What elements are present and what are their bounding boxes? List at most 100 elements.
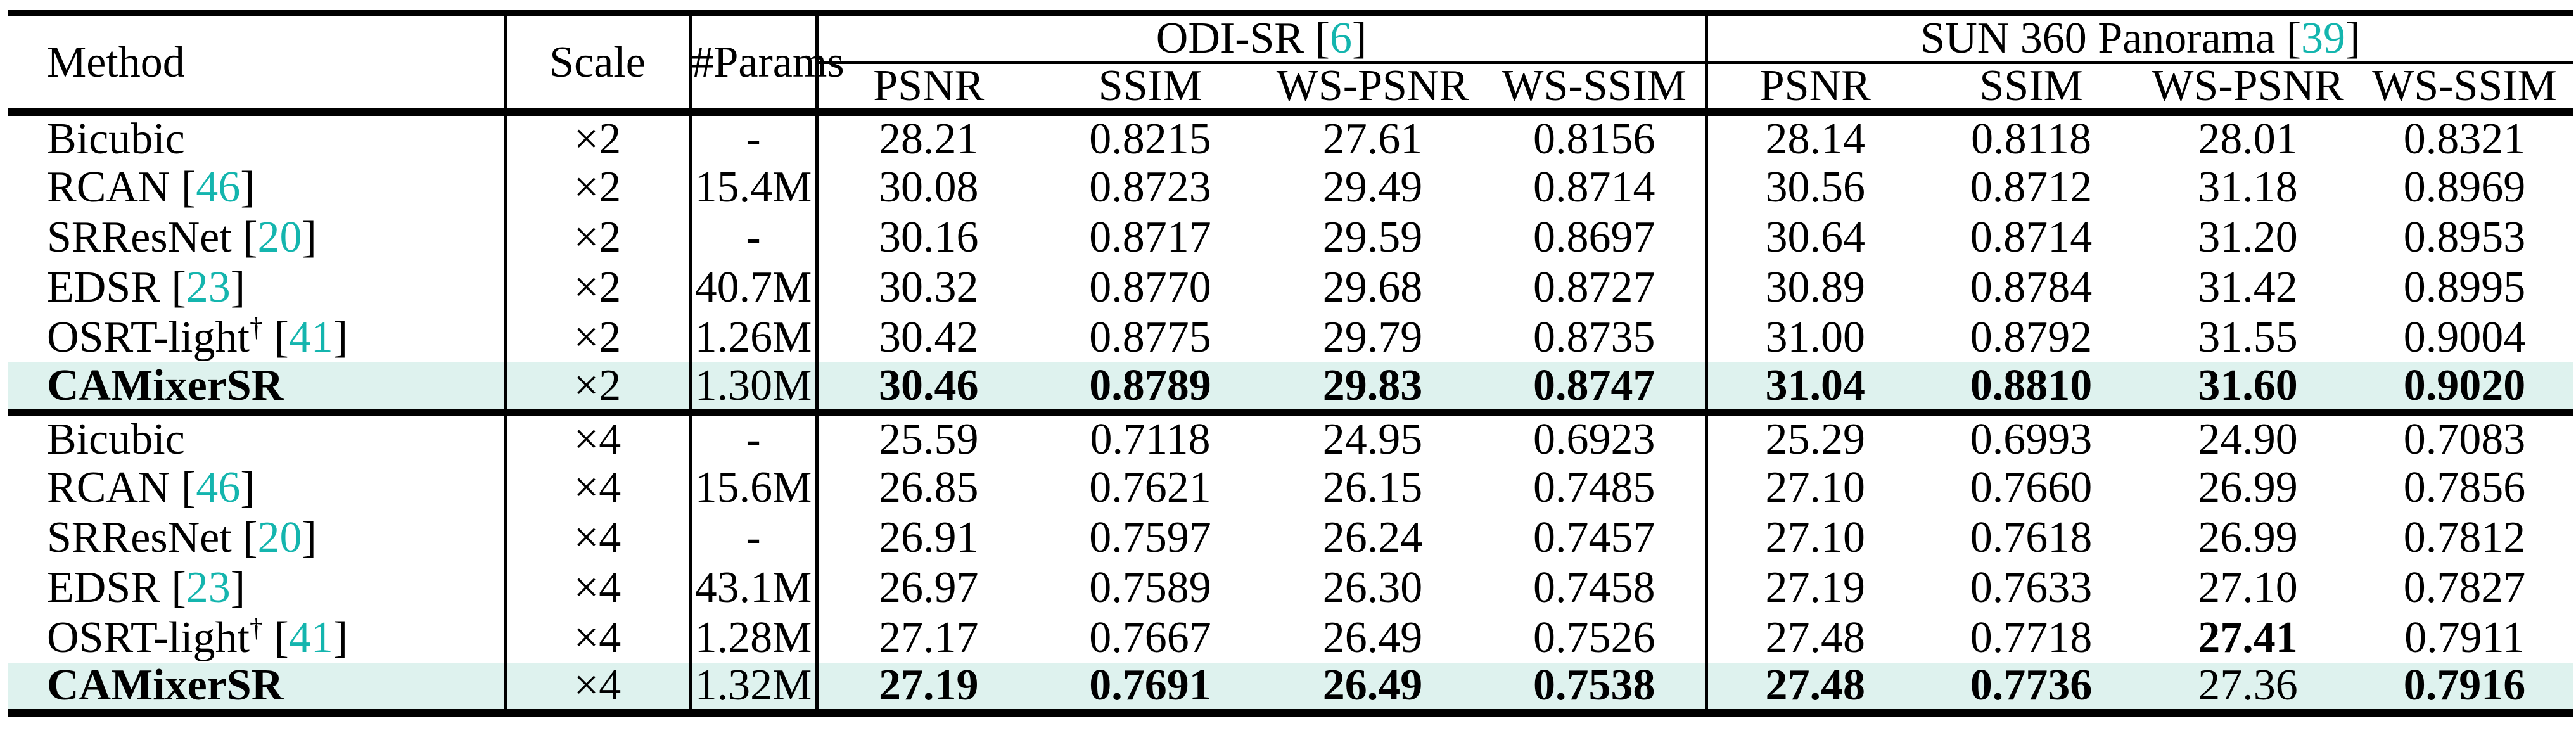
col-header-method: Method: [8, 13, 507, 116]
metric-value-cell: 29.49: [1322, 162, 1423, 212]
metric-value-cell: 26.15: [1322, 463, 1423, 512]
table-body: Bicubic ×2-28.21 0.8215 27.61 0.8156 28.14 0.8…: [8, 112, 2573, 713]
table-row: Bicubic ×4- 25.59 0.7118 24.95 0.6923 25.29 0.6…: [8, 412, 2573, 463]
metric-value-cell: 26.97: [879, 563, 979, 612]
metric-value-cell: 0.8775: [1089, 312, 1211, 362]
table-row: OSRT-light† [41] ×4 1.28M 27.17 0.7667 26.49 0…: [8, 613, 2573, 663]
method-name: SRResNet: [47, 513, 232, 562]
citation-link[interactable]: 23: [186, 563, 231, 612]
metric-value-cell: 31.42: [2198, 262, 2298, 312]
citation-link[interactable]: 23: [186, 262, 231, 312]
dataset-citation-odi-sr: [6]: [1304, 14, 1367, 63]
method-name: OSRT-light: [47, 312, 250, 362]
metric-value-cell: 0.7589: [1089, 563, 1211, 612]
metric-value-cell: 0.8712: [1970, 162, 2093, 212]
metric-value-cell: 26.91: [879, 513, 979, 562]
table-row: RCAN [46] ×2 15.4M 30.08 0.8723 29.49 0.8714 30…: [8, 162, 2573, 212]
col-header-scale: Scale: [505, 13, 692, 116]
table-row: EDSR [23] ×2 40.7M 30.32 0.8770 29.68 0.8727 30…: [8, 262, 2573, 312]
metric-value-cell: 26.99: [2198, 463, 2298, 512]
citation-link[interactable]: 20: [257, 513, 302, 562]
metric-value-cell: 0.7736: [1970, 661, 2093, 710]
metric-value-cell: 0.7718: [1970, 613, 2093, 662]
metric-value-cell: 0.8723: [1089, 162, 1211, 212]
metric-value-cell: 0.8118: [1971, 114, 2091, 163]
metric-value-cell: 30.08: [879, 162, 979, 212]
metric-value-cell: 0.8810: [1923, 362, 2140, 416]
metric-value-cell: 29.68: [1322, 262, 1423, 312]
method-name: CAMixerSR: [47, 361, 284, 410]
table-row: RCAN [46] ×4 15.6M 26.85 0.7621 26.15 0.7485 27…: [8, 463, 2573, 513]
metric-value-cell: 28.21: [879, 114, 979, 163]
metric-value-cell: 0.7660: [1970, 463, 2093, 512]
metric-value-cell: 31.00: [1765, 312, 1866, 362]
method-cell: EDSR [23]: [8, 262, 507, 312]
group-header-odi-sr: ODI-SR [6]: [817, 13, 1708, 64]
dataset-citation-sun-360: [39]: [2275, 14, 2361, 63]
metric-value-cell: 27.10: [1765, 463, 1866, 512]
metric-value-cell: 26.99: [2198, 513, 2298, 562]
metric-value-cell: 0.7812: [2403, 513, 2526, 562]
method-name: SRResNet: [47, 212, 232, 262]
metric-header-sun-psnr: PSNR: [1706, 62, 1923, 116]
method-cell: Bicubic: [8, 112, 507, 163]
method-cell: Bicubic: [8, 412, 507, 463]
results-table: Method Scale #Params ODI-SR [6] SUN 360 …: [8, 10, 2573, 717]
metric-value-cell: 0.7618: [1970, 513, 2093, 562]
metric-value-cell: 0.7457: [1484, 513, 1708, 563]
metric-value-cell: 31.60: [2139, 362, 2357, 416]
table-row-highlighted: CAMixerSR ×4 1.32M 27.19 0.7691 26.49 0.7538 27…: [8, 663, 2573, 713]
metric-value-cell: 0.7621: [1089, 463, 1211, 512]
scale-cell: ×4: [505, 663, 692, 713]
citation-link[interactable]: 41: [288, 312, 333, 362]
citation-link[interactable]: 46: [196, 463, 241, 512]
metric-value-cell: 31.18: [2198, 162, 2298, 212]
metric-value-cell: 27.10: [2198, 563, 2298, 612]
metric-value-cell: 0.8747: [1484, 362, 1708, 416]
dagger-marker: †: [249, 613, 263, 643]
method-name: Bicubic: [47, 114, 185, 163]
table-row: EDSR [23] ×4 43.1M 26.97 0.7589 26.30 0.7458 27…: [8, 563, 2573, 613]
citation-link[interactable]: 20: [257, 212, 302, 262]
citation-link[interactable]: 46: [196, 162, 241, 212]
metric-value-cell: 25.29: [1765, 414, 1866, 464]
metric-value-cell: 0.8321: [2403, 114, 2526, 163]
metric-value-cell: 31.04: [1706, 362, 1923, 416]
metric-value-cell: 26.24: [1322, 513, 1423, 562]
scale-cell: ×4: [505, 412, 692, 463]
metric-value-cell: 0.7118: [1090, 414, 1211, 464]
scale-cell: ×2: [505, 212, 692, 262]
metric-value-cell: 0.8735: [1484, 312, 1708, 362]
method-name: EDSR: [47, 262, 160, 312]
metric-value-cell: 26.85: [879, 463, 979, 512]
params-cell: 1.26M: [690, 312, 819, 362]
metric-value-cell: 24.90: [2198, 414, 2298, 464]
metric-value-cell: 0.7597: [1089, 513, 1211, 562]
table-header: Method Scale #Params ODI-SR [6] SUN 360 …: [8, 13, 2573, 116]
metric-header-row: PSNR SSIM WS-PSNR WS-SSIM PSNR SSIM WS-P…: [8, 62, 2573, 116]
metric-value-cell: 0.7856: [2403, 463, 2526, 512]
scale-cell: ×2: [505, 112, 692, 162]
metric-value-cell: 0.8714: [1970, 212, 2093, 262]
metric-value-cell: 0.7083: [2403, 414, 2526, 464]
metric-value-cell: 0.7485: [1484, 463, 1708, 513]
method-name: OSRT-light: [47, 613, 250, 662]
citation-link[interactable]: 41: [288, 613, 333, 662]
metric-value-cell: 27.19: [879, 661, 979, 710]
params-cell: 40.7M: [690, 262, 819, 312]
metric-value-cell: 0.7827: [2403, 563, 2526, 612]
params-cell: -: [690, 513, 819, 563]
citation-link[interactable]: 39: [2301, 14, 2346, 63]
metric-value-cell: 0.7911: [2404, 613, 2525, 662]
metric-value-cell: 30.64: [1765, 212, 1866, 262]
method-cell: SRResNet [20]: [8, 212, 507, 262]
metric-value-cell: 0.8792: [1970, 312, 2093, 362]
params-cell: 15.6M: [690, 463, 819, 513]
metric-value-cell: 0.9020: [2356, 362, 2573, 416]
params-cell: -: [690, 112, 819, 162]
citation-link[interactable]: 6: [1329, 14, 1352, 63]
dataset-name-sun-360: SUN 360 Panorama: [1920, 14, 2276, 63]
metric-value-cell: 24.95: [1322, 414, 1423, 464]
method-cell: CAMixerSR: [8, 361, 507, 416]
method-cell: OSRT-light† [41]: [8, 312, 507, 362]
